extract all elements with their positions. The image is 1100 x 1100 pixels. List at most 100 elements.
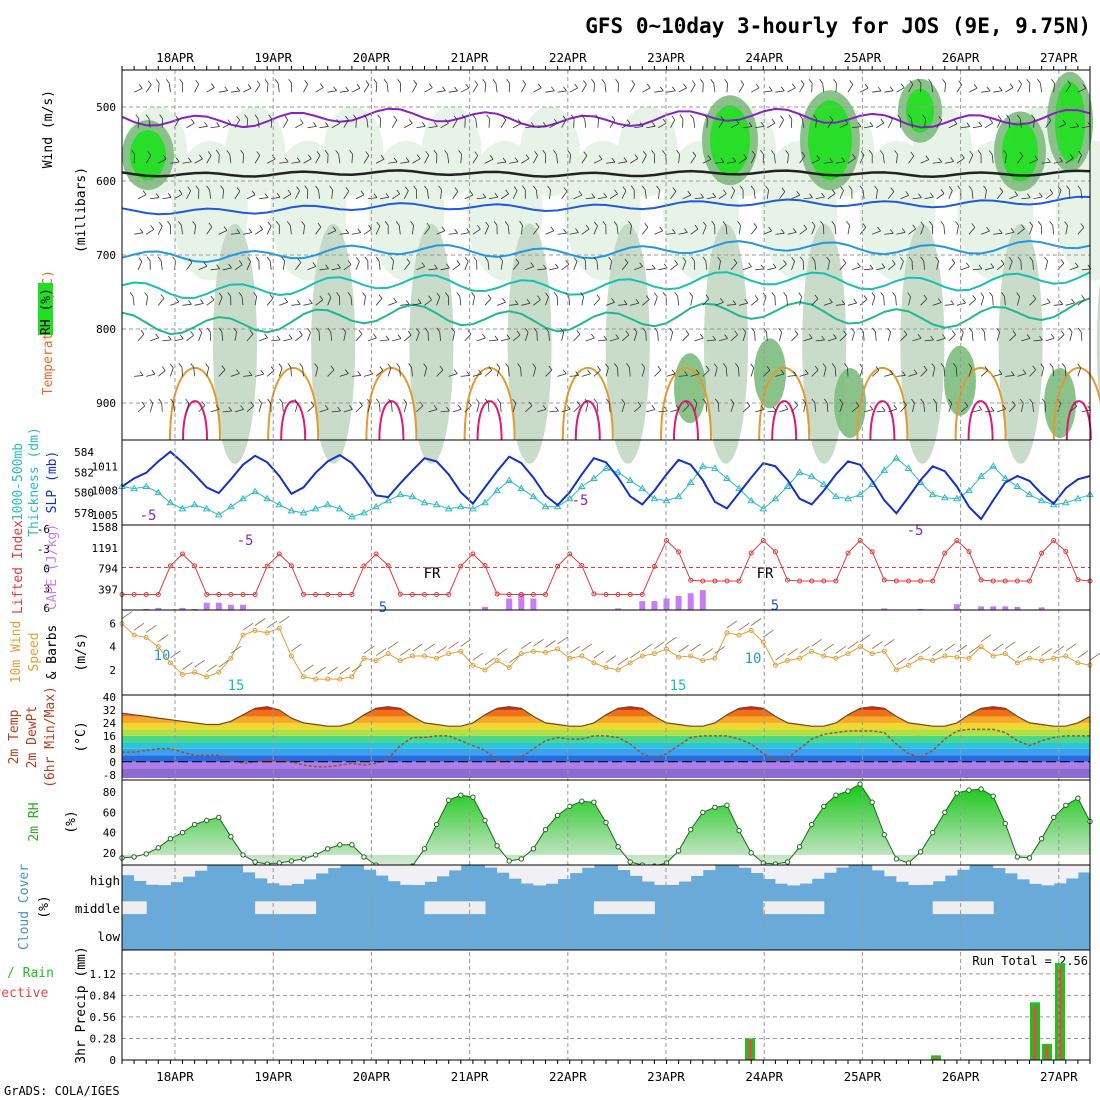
precip-conv-bar — [934, 1056, 938, 1060]
lifted-index-marker — [325, 592, 331, 597]
thickness-marker — [614, 468, 622, 475]
wind-barb-flag — [445, 292, 449, 297]
wind-barb-flag — [408, 363, 412, 368]
rh-2m-marker — [1075, 795, 1081, 801]
wind-barb-flag — [1014, 191, 1018, 196]
wind-barb — [646, 125, 656, 129]
wind-barb — [593, 298, 601, 306]
wind-barb-flag — [200, 299, 204, 304]
wind-barb — [412, 302, 422, 306]
wind-barb — [561, 331, 565, 341]
wind-barb-flag — [794, 330, 799, 335]
wind-tick: 4 — [109, 641, 116, 654]
wind-barb — [222, 189, 225, 199]
wind-barb — [924, 118, 926, 128]
wind-barb-flag — [149, 399, 154, 404]
temp-color-band — [122, 768, 1090, 778]
wind-barb — [327, 369, 335, 377]
wind-barb — [259, 197, 269, 200]
wind-barb — [509, 161, 519, 164]
wind-barb-flag — [662, 150, 666, 155]
wind-barb — [1077, 154, 1082, 164]
wind-barb-flag — [948, 186, 953, 191]
wind-barb-flag — [204, 122, 208, 127]
wind-barb-flag — [699, 78, 704, 84]
lifted-index-marker — [809, 578, 815, 584]
rh-2m-marker — [1026, 855, 1033, 861]
wind-barb-flag — [674, 260, 678, 265]
wind-barb — [193, 367, 195, 377]
wind-barb-flag — [403, 398, 408, 404]
wind-barb — [137, 261, 143, 270]
wind-speed-marker — [1063, 653, 1069, 659]
wind-barb — [330, 331, 333, 341]
wind-barb — [1045, 120, 1052, 128]
wind-barb-flag — [972, 295, 977, 300]
wind-barb — [799, 228, 808, 235]
wind-barb — [616, 367, 619, 377]
wind-barb-flag — [476, 224, 481, 230]
wind-barb — [279, 161, 289, 164]
wind-barb — [242, 87, 252, 93]
wind-barb-flag — [274, 79, 279, 84]
wind-barb — [137, 118, 140, 128]
wind-barb-flag — [874, 185, 878, 191]
wind-barb-10m — [1041, 648, 1052, 656]
wind-barb — [398, 225, 401, 235]
wind-barb-flag — [962, 298, 966, 304]
wind-barb — [137, 405, 146, 413]
cloud-high-gap — [485, 865, 498, 868]
wind-barb-flag — [814, 294, 819, 300]
lifted-index-marker — [821, 578, 827, 584]
wind-barb-flag — [942, 334, 946, 339]
wind-barb-flag — [853, 298, 858, 304]
contour-label: FR — [757, 566, 774, 582]
wind-barb — [948, 334, 956, 342]
wind-barb — [375, 158, 385, 164]
wind-barb — [168, 83, 171, 93]
temp-tick: 16 — [103, 730, 116, 743]
wind-barb-flag — [1010, 371, 1015, 376]
wind-barb-flag — [587, 369, 591, 375]
date-label-bottom: 19APR — [254, 1069, 292, 1084]
wind-barb — [581, 296, 585, 306]
cloud-high-gap — [146, 865, 159, 885]
wind-barb — [847, 302, 857, 306]
wind-barb-flag — [288, 78, 292, 84]
rh-2m-marker — [736, 827, 742, 834]
wind-barb-flag — [682, 257, 687, 262]
wind-barb-10m — [956, 644, 968, 653]
wind-barb — [1077, 367, 1082, 377]
wind-barb-flag — [894, 150, 898, 155]
rh-2m-marker — [470, 794, 476, 800]
wind-barb — [222, 410, 232, 413]
wind-barb-10m — [363, 645, 375, 654]
wind-barb-flag — [155, 79, 160, 84]
wind-barb-flag — [494, 192, 499, 198]
wind-barb — [972, 409, 982, 413]
wind-barb-10m — [424, 643, 435, 652]
wind-barb-flag — [297, 300, 301, 305]
cape-bar — [1014, 606, 1021, 610]
wind-barb — [210, 268, 220, 271]
wind-barb-flag — [446, 406, 450, 412]
wind-barb-flag — [486, 114, 490, 119]
wind-barb-flag — [1029, 256, 1033, 262]
wind-barb — [1077, 87, 1087, 93]
wind-barb-flag — [504, 221, 509, 226]
wind-barb — [895, 296, 897, 306]
wind-barb — [307, 332, 311, 341]
cloud-high-gap — [545, 865, 559, 884]
wind-barb-flag — [268, 114, 272, 119]
rh-shade-bright — [1055, 81, 1085, 162]
wind10-label-a: 10m Wind — [9, 621, 24, 684]
wind-barb — [266, 298, 274, 306]
wind-barb — [621, 123, 631, 129]
wind-barb-flag — [803, 224, 808, 230]
wind-barb-flag — [907, 292, 911, 297]
wind-barb — [896, 231, 906, 235]
wind-barb — [718, 260, 721, 270]
cape-bar — [615, 608, 622, 610]
wind-barb-flag — [330, 365, 335, 371]
wind-barb-flag — [1026, 334, 1031, 339]
